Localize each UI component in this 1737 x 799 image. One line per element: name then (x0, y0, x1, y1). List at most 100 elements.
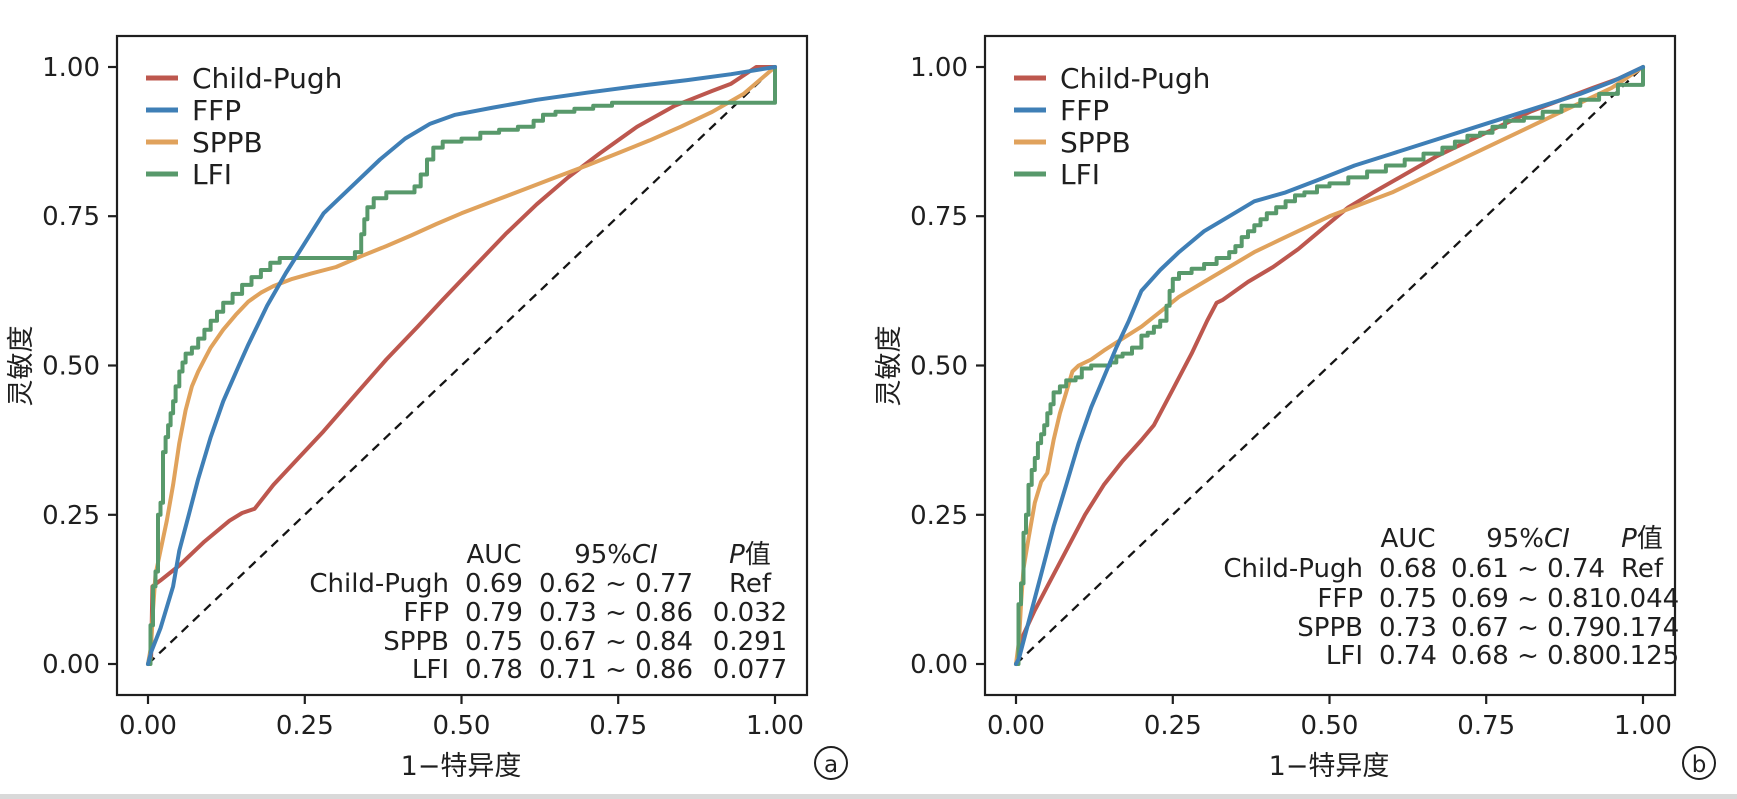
badge-circle (814, 746, 848, 780)
panel-a: 0.00 0.25 0.50 0.75 1.00 0.00 0.25 0.50 … (0, 0, 868, 799)
stats-p-value: 0.291 (713, 627, 787, 657)
x-tick-label: 0.75 (1457, 711, 1515, 741)
x-axis-label: 1−特异度 (401, 751, 522, 782)
stats-ci-value: 0.73 ~ 0.86 (539, 598, 693, 628)
x-tick-label: 0.75 (589, 711, 647, 741)
panel-badge: b (1682, 746, 1716, 780)
y-tick-label: 0.00 (42, 650, 100, 680)
stats-p-value: 0.032 (713, 598, 787, 628)
y-ticks: 0.00 0.25 0.50 0.75 1.00 (42, 53, 117, 680)
y-tick-label: 0.75 (42, 202, 100, 232)
stats-p-value: 0.044 (1605, 584, 1679, 614)
stats-row-label: FFP (403, 598, 449, 628)
x-tick-label: 1.00 (746, 711, 804, 741)
roc-chart-b: 0.00 0.25 0.50 0.75 1.00 0.00 0.25 0.50 … (874, 34, 1716, 782)
stats-p-value: 0.174 (1605, 613, 1679, 643)
stats-ci-value: 0.69 ~ 0.81 (1451, 584, 1605, 614)
bottom-border (0, 794, 1737, 799)
stats-auc-value: 0.69 (465, 569, 523, 599)
stats-ci-value: 0.62 ~ 0.77 (539, 569, 693, 599)
stats-ci-value: 0.68 ~ 0.80 (1451, 641, 1605, 671)
stats-header-ci: 95%CI (1486, 524, 1570, 554)
stats-header-p: P值 (1621, 524, 1663, 554)
y-ticks: 0.00 0.25 0.50 0.75 1.00 (910, 53, 985, 680)
x-tick-label: 0.00 (987, 711, 1045, 741)
stats-p-value: 0.077 (713, 655, 787, 685)
roc-curve-sppb (1014, 65, 1645, 666)
stats-auc-value: 0.74 (1379, 641, 1437, 671)
diagonal-reference-line (1015, 66, 1644, 665)
legend-label-ffp: FFP (192, 94, 241, 127)
y-tick-label: 0.25 (910, 501, 968, 531)
stats-ci-value: 0.71 ~ 0.86 (539, 655, 693, 685)
stats-ci-value: 0.61 ~ 0.74 (1451, 554, 1605, 584)
badge-letter: b (1692, 752, 1707, 778)
stats-auc-value: 0.68 (1379, 554, 1437, 584)
y-tick-label: 1.00 (42, 53, 100, 83)
legend-label-sppb: SPPB (192, 126, 263, 159)
stats-auc-value: 0.79 (465, 598, 523, 628)
y-tick-label: 1.00 (910, 53, 968, 83)
roc-curve-lfi (1014, 65, 1645, 666)
stats-row-label: LFI (1326, 641, 1363, 671)
stats-auc-value: 0.73 (1379, 613, 1437, 643)
badge-letter: a (824, 752, 838, 778)
y-tick-label: 0.75 (910, 202, 968, 232)
x-tick-label: 0.50 (433, 711, 491, 741)
x-ticks: 0.00 0.25 0.50 0.75 1.00 (119, 695, 804, 741)
panel-b: 0.00 0.25 0.50 0.75 1.00 0.00 0.25 0.50 … (868, 0, 1736, 799)
roc-curves (1014, 65, 1645, 666)
y-tick-label: 0.50 (910, 352, 968, 382)
badge-circle (1682, 746, 1716, 780)
stats-row-label: SPPB (383, 627, 449, 657)
stats-auc-value: 0.75 (465, 627, 523, 657)
legend-label-lfi: LFI (192, 158, 232, 191)
stats-ci-value: 0.67 ~ 0.79 (1451, 613, 1605, 643)
y-tick-label: 0.50 (42, 352, 100, 382)
stats-p-value: Ref (729, 569, 772, 599)
stats-row-label: LFI (412, 655, 449, 685)
stats-table: AUC 95%CI P值 Child-Pugh 0.69 0.62 ~ 0.77… (309, 540, 787, 685)
legend: Child-Pugh FFP SPPB LFI (1014, 62, 1210, 191)
x-tick-label: 1.00 (1614, 711, 1672, 741)
y-axis-label: 灵敏度 (874, 326, 905, 407)
legend: Child-Pugh FFP SPPB LFI (146, 62, 342, 191)
stats-ci-value: 0.67 ~ 0.84 (539, 627, 693, 657)
stats-table: AUC 95%CI P值 Child-Pugh 0.68 0.61 ~ 0.74… (1223, 524, 1679, 671)
legend-label-lfi: LFI (1060, 158, 1100, 191)
stats-p-value: 0.125 (1605, 641, 1679, 671)
x-tick-label: 0.00 (119, 711, 177, 741)
stats-header-auc: AUC (467, 540, 522, 570)
stats-auc-value: 0.78 (465, 655, 523, 685)
stats-row-label: SPPB (1297, 613, 1363, 643)
stats-header-p: P值 (729, 540, 771, 570)
legend-label-sppb: SPPB (1060, 126, 1131, 159)
stats-auc-value: 0.75 (1379, 584, 1437, 614)
x-tick-label: 0.25 (1144, 711, 1202, 741)
roc-curve-lfi (146, 65, 777, 666)
roc-curves (146, 65, 777, 666)
y-tick-label: 0.25 (42, 501, 100, 531)
stats-row-label: Child-Pugh (309, 569, 449, 599)
roc-curve-ffp (146, 65, 777, 666)
roc-chart-a: 0.00 0.25 0.50 0.75 1.00 0.00 0.25 0.50 … (6, 34, 848, 782)
x-tick-label: 0.25 (276, 711, 334, 741)
y-axis-label: 灵敏度 (6, 326, 37, 407)
stats-row-label: FFP (1317, 584, 1363, 614)
legend-label-child-pugh: Child-Pugh (192, 62, 342, 95)
roc-curve-child-pugh (146, 65, 777, 666)
panel-badge: a (814, 746, 848, 780)
legend-label-ffp: FFP (1060, 94, 1109, 127)
x-tick-label: 0.50 (1301, 711, 1359, 741)
stats-header-ci: 95%CI (574, 540, 658, 570)
y-tick-label: 0.00 (910, 650, 968, 680)
legend-label-child-pugh: Child-Pugh (1060, 62, 1210, 95)
x-ticks: 0.00 0.25 0.50 0.75 1.00 (987, 695, 1672, 741)
roc-curve-sppb (146, 65, 777, 666)
roc-curve-ffp (1014, 65, 1645, 666)
x-axis-label: 1−特异度 (1269, 751, 1390, 782)
stats-header-auc: AUC (1381, 524, 1436, 554)
stats-row-label: Child-Pugh (1223, 554, 1363, 584)
diagonal-reference-line (147, 66, 776, 665)
